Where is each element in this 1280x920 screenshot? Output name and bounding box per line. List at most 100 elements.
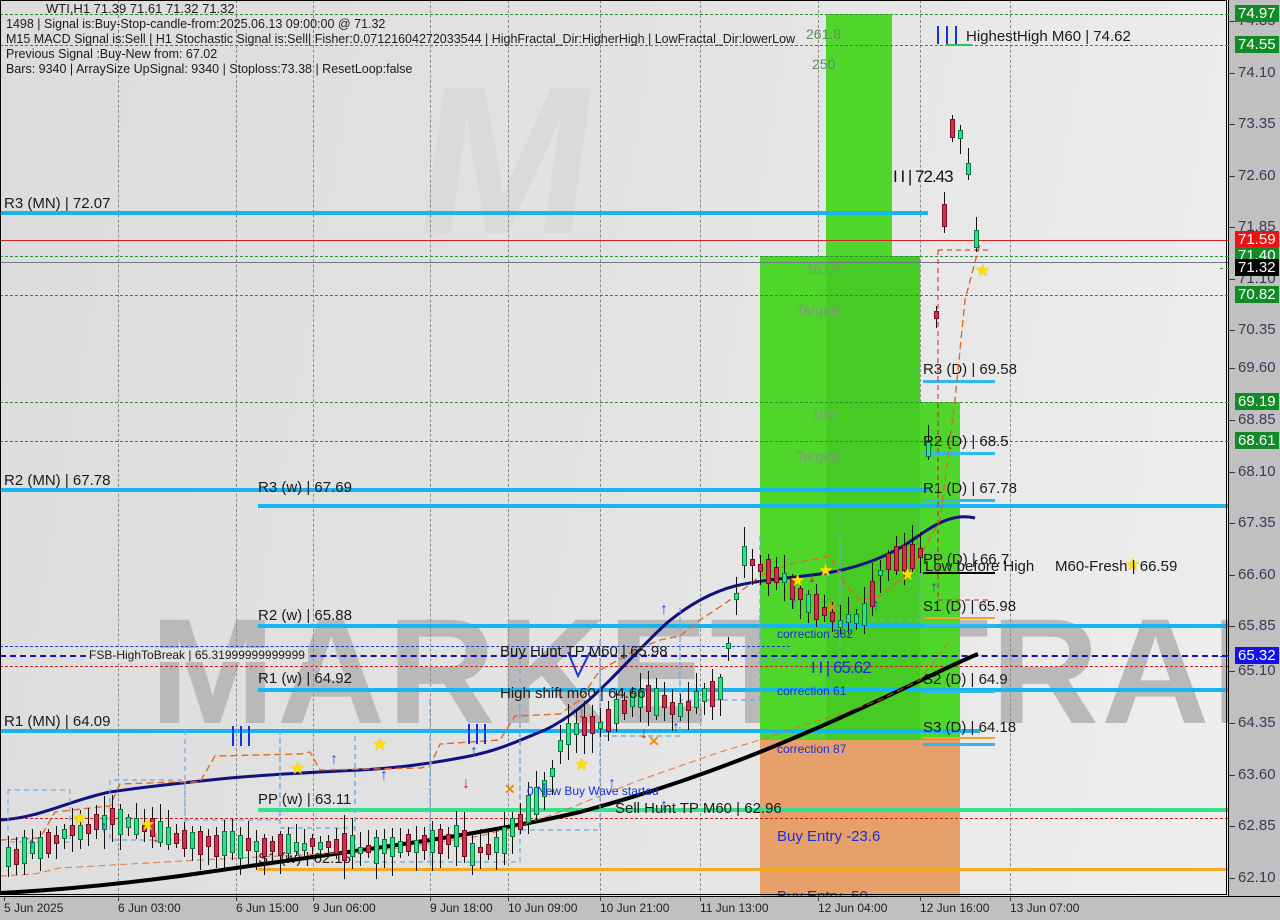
grid-vline bbox=[1010, 0, 1011, 896]
level-label: R1 (MN) | 64.09 bbox=[4, 713, 111, 730]
price-tick bbox=[1229, 472, 1235, 473]
header-symbol-ohlc: WTI,H1 71.39 71.61 71.32 71.32 bbox=[46, 1, 235, 16]
candle-body bbox=[750, 559, 755, 566]
price-tag-green: 68.61 bbox=[1235, 432, 1279, 449]
candle-body bbox=[174, 833, 179, 845]
price-tick bbox=[1229, 21, 1235, 22]
candle-body bbox=[334, 839, 339, 855]
level-line bbox=[0, 729, 980, 733]
grid-vline bbox=[700, 0, 701, 896]
candle-body bbox=[726, 643, 731, 650]
candle-body bbox=[390, 836, 395, 858]
fib-grid-line bbox=[0, 295, 1228, 296]
candle-body bbox=[230, 831, 235, 853]
annotation-fsb-high: FSB-HighToBreak | 65.31999999999999 bbox=[86, 648, 308, 662]
candle-body bbox=[206, 836, 211, 848]
price-tick bbox=[1229, 523, 1235, 524]
bid-price-line bbox=[0, 240, 1228, 241]
candle-body bbox=[614, 699, 619, 725]
chart-plot-area[interactable]: M MARKETZTRADE R3 bbox=[0, 0, 1228, 896]
level-line bbox=[923, 380, 995, 383]
level-line bbox=[923, 690, 995, 693]
price-tick-label: 71.85 bbox=[1238, 218, 1276, 235]
annotation-buy-entry-50: Buy Entry -50 bbox=[777, 888, 868, 896]
axis-dash bbox=[1220, 45, 1229, 46]
time-tick-label: 6 Jun 03:00 bbox=[118, 901, 181, 915]
level-label: R2 (MN) | 67.78 bbox=[4, 472, 111, 489]
plot-border bbox=[0, 0, 1227, 895]
buy-arrow-icon: ↑ bbox=[672, 719, 680, 736]
candle-body bbox=[766, 559, 771, 584]
star-marker-icon: ★ bbox=[140, 815, 156, 834]
time-tick-label: 10 Jun 09:00 bbox=[508, 901, 578, 915]
time-tick-label: 11 Jun 13:00 bbox=[700, 901, 769, 915]
candle-body bbox=[198, 830, 203, 856]
candle-body bbox=[22, 836, 27, 865]
candle-body bbox=[422, 835, 427, 851]
level-line bbox=[923, 617, 995, 619]
price-tick bbox=[1229, 73, 1235, 74]
candle-body bbox=[14, 849, 19, 866]
last-price-line bbox=[0, 262, 1228, 263]
candle-body bbox=[270, 841, 275, 853]
price-tick bbox=[1229, 227, 1235, 228]
candle-body bbox=[286, 834, 291, 854]
time-axis[interactable]: 5 Jun 2025 6 Jun 03:00 6 Jun 15:00 9 Jun 06… bbox=[0, 896, 1280, 920]
candle-body bbox=[958, 130, 963, 139]
price-tick bbox=[1229, 368, 1235, 369]
fib-label: Target2 bbox=[796, 302, 843, 318]
annotation-new-buy-wave: 0 New Buy Wave started bbox=[527, 784, 659, 798]
candle-body bbox=[966, 163, 971, 176]
candle-body bbox=[574, 722, 579, 735]
price-tick bbox=[1229, 420, 1235, 421]
fib-grid-line bbox=[0, 256, 1228, 257]
time-tick bbox=[508, 897, 509, 901]
annotation-highest-high: HighestHigh M60 | 74.62 bbox=[966, 28, 1131, 45]
price-tick-label: 73.35 bbox=[1238, 115, 1276, 132]
level-label: S1 (D) | 65.98 bbox=[923, 598, 1017, 615]
fib-grid-line bbox=[0, 402, 1228, 403]
price-tick-label: 64.35 bbox=[1238, 714, 1276, 731]
candle-body bbox=[798, 588, 803, 601]
candle-body bbox=[926, 442, 931, 458]
candle-wick bbox=[960, 125, 961, 154]
candle-body bbox=[70, 825, 75, 836]
candle-body bbox=[918, 547, 923, 559]
time-tick-label: 12 Jun 04:00 bbox=[818, 901, 888, 915]
candle-body bbox=[110, 808, 115, 825]
candle-body bbox=[686, 700, 691, 712]
candle-body bbox=[134, 817, 139, 836]
price-tick-label: 68.10 bbox=[1238, 463, 1276, 480]
candle-body bbox=[94, 814, 99, 831]
annotation-correction-87: correction 87 bbox=[777, 742, 847, 756]
candle-body bbox=[662, 695, 667, 708]
price-tick bbox=[1229, 176, 1235, 177]
fib-grid-line bbox=[0, 45, 1228, 46]
candle-body bbox=[702, 688, 707, 703]
candle-body bbox=[814, 593, 819, 620]
candle-wick bbox=[752, 549, 753, 585]
candle-body bbox=[374, 837, 379, 864]
price-tick-label: 67.35 bbox=[1238, 514, 1276, 531]
axis-dash bbox=[1220, 656, 1229, 657]
header-bars-info: Bars: 9340 | ArraySize UpSignal: 9340 | … bbox=[6, 62, 413, 76]
blue-bar bbox=[937, 26, 939, 44]
price-axis[interactable]: 74.8574.1073.3572.6071.8571.1070.3569.60… bbox=[1220, 0, 1280, 896]
time-tick bbox=[118, 897, 119, 901]
level-label: R3 (MN) | 72.07 bbox=[4, 195, 111, 212]
candle-body bbox=[38, 836, 43, 860]
level-label: R2 (D) | 68.5 bbox=[923, 433, 1009, 450]
price-marker-7243: I I | 72.43 bbox=[893, 167, 954, 186]
blue-bar bbox=[955, 26, 957, 44]
sell-arrow-icon: ↓ bbox=[808, 569, 816, 586]
time-tick-label: 13 Jun 07:00 bbox=[1010, 901, 1080, 915]
level-line bbox=[923, 737, 995, 739]
price-tick bbox=[1229, 575, 1235, 576]
candle-body bbox=[830, 611, 835, 623]
candle-body bbox=[446, 834, 451, 846]
candle-body bbox=[694, 691, 699, 708]
candle-wick bbox=[800, 582, 801, 619]
price-tick-label: 69.60 bbox=[1238, 359, 1276, 376]
candle-body bbox=[326, 841, 331, 848]
price-tick bbox=[1229, 279, 1235, 280]
